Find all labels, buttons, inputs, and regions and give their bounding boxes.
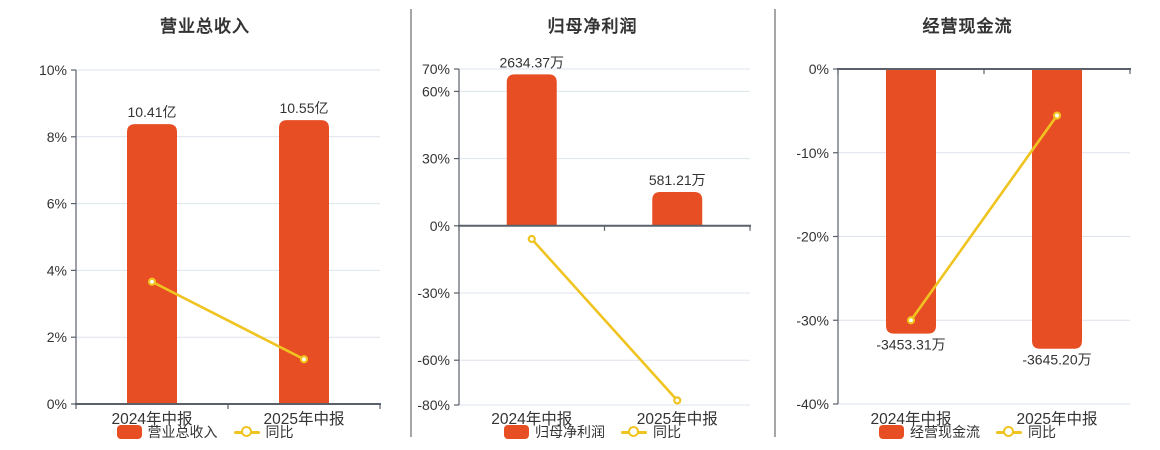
y-tick-label: 8%: [47, 129, 67, 145]
yoy-marker-2024年中报[interactable]: [906, 316, 916, 325]
bar-value-label: 10.55亿: [279, 100, 328, 116]
yoy-line: [150, 280, 306, 361]
chart-title-revenue: 营业总收入: [160, 17, 250, 36]
yoy-marker-2024年中报[interactable]: [527, 234, 536, 244]
yoy-marker-2025年中报[interactable]: [299, 355, 309, 364]
chart-panel-cash-flow: 经营现金流 0% -10% -20% -30% -40% 2024年中报 2025年中报 -3…: [775, 0, 1160, 450]
revenue-chart-plot: 10% 8% 6% 4% 2% 0% 2024年中报 2025年中报 10.41亿 10.55亿: [39, 62, 381, 428]
bar-value-label: -3453.31万: [876, 337, 945, 353]
bar-value-label: -3645.20万: [1022, 352, 1091, 368]
x-category-label: 2024年中报: [871, 410, 952, 428]
line-marker-icon: [621, 426, 647, 438]
bar-2024年中报[interactable]: [506, 74, 557, 226]
line-marker-icon: [233, 426, 260, 438]
bar-value-label: 2634.37万: [499, 54, 564, 70]
legend-item-cash-flow-yoy[interactable]: 同比: [996, 422, 1056, 442]
chart-title-net-profit: 归母净利润: [547, 17, 638, 36]
panel-separator: [410, 9, 412, 437]
yoy-line: [530, 237, 679, 402]
legend-label: 同比: [653, 424, 681, 440]
panel-separator: [774, 9, 776, 437]
x-category-label: 2024年中报: [491, 410, 572, 428]
x-category-label: 2025年中报: [637, 410, 718, 428]
x-category-label: 2025年中报: [1017, 410, 1098, 428]
legend-label: 归母净利润: [535, 424, 605, 440]
y-tick-label: -30%: [417, 285, 450, 301]
bar-value-label: 10.41亿: [127, 104, 176, 120]
y-tick-label: 4%: [47, 262, 67, 278]
yoy-marker-2024年中报[interactable]: [147, 277, 157, 286]
yoy-marker-2025年中报[interactable]: [673, 396, 682, 405]
bar-value-label: 581.21万: [649, 172, 706, 188]
bar-swatch-icon: [504, 425, 529, 439]
y-tick-label: 0%: [47, 396, 67, 412]
x-category-label: 2024年中报: [112, 410, 193, 428]
y-tick-label: -60%: [417, 352, 450, 368]
y-tick-label: -30%: [796, 312, 829, 328]
legend-label: 经营现金流: [910, 424, 980, 440]
y-tick-label: 10%: [39, 62, 67, 78]
legend-label: 营业总收入: [147, 424, 218, 440]
bar-swatch-icon: [116, 425, 142, 439]
bar-2025年中报[interactable]: [279, 120, 329, 404]
y-tick-label: -10%: [796, 145, 829, 161]
y-tick-label: -20%: [796, 229, 829, 245]
y-tick-label: 0%: [809, 61, 829, 77]
legend-item-cash-flow-bar[interactable]: 经营现金流: [879, 422, 980, 442]
legend-item-net-profit-bar[interactable]: 归母净利润: [504, 422, 605, 442]
chart-panel-net-profit: 归母净利润 70% 60% 30% 0% -30% -60% -80% 2024年中报 2025…: [411, 0, 774, 450]
y-tick-label: 30%: [422, 151, 450, 167]
legend-label: 同比: [1028, 424, 1056, 440]
line-marker-icon: [996, 426, 1022, 438]
y-tick-label: 2%: [47, 329, 67, 345]
legend-net-profit: 归母净利润 同比: [411, 421, 774, 443]
bar-2024年中报[interactable]: [127, 124, 177, 404]
bar-2025年中报[interactable]: [1032, 69, 1082, 349]
yoy-line: [909, 114, 1059, 322]
cash-flow-chart-plot: 0% -10% -20% -30% -40% 2024年中报 2025年中报 -3453.31…: [796, 61, 1131, 428]
legend-item-revenue-bar[interactable]: 营业总收入: [116, 422, 218, 442]
x-category-label: 2025年中报: [264, 410, 345, 428]
y-tick-label: -40%: [796, 396, 829, 412]
bar-swatch-icon: [879, 425, 904, 439]
bar-2024年中报[interactable]: [886, 69, 936, 334]
bar-2025年中报[interactable]: [652, 191, 703, 226]
y-tick-label: 6%: [47, 196, 67, 212]
legend-item-revenue-yoy[interactable]: 同比: [233, 422, 294, 442]
legend-cash-flow: 经营现金流 同比: [775, 421, 1160, 443]
y-tick-label: 0%: [430, 218, 450, 234]
chart-panel-revenue: 营业总收入 10% 8% 6% 4% 2% 0% 2024年中报 2025年中报 10.41亿 1…: [0, 0, 410, 450]
yoy-marker-2025年中报[interactable]: [1052, 111, 1062, 120]
chart-title-cash-flow: 经营现金流: [922, 17, 1013, 36]
legend-item-net-profit-yoy[interactable]: 同比: [621, 422, 681, 442]
net-profit-chart-plot: 70% 60% 30% 0% -30% -60% -80% 2024年中报 2025年中报 263…: [417, 54, 751, 428]
legend-label: 同比: [265, 424, 294, 440]
y-tick-label: -80%: [417, 397, 450, 413]
legend-revenue: 营业总收入 同比: [0, 421, 410, 443]
y-tick-label: 60%: [422, 83, 450, 99]
y-tick-label: 70%: [422, 61, 450, 77]
